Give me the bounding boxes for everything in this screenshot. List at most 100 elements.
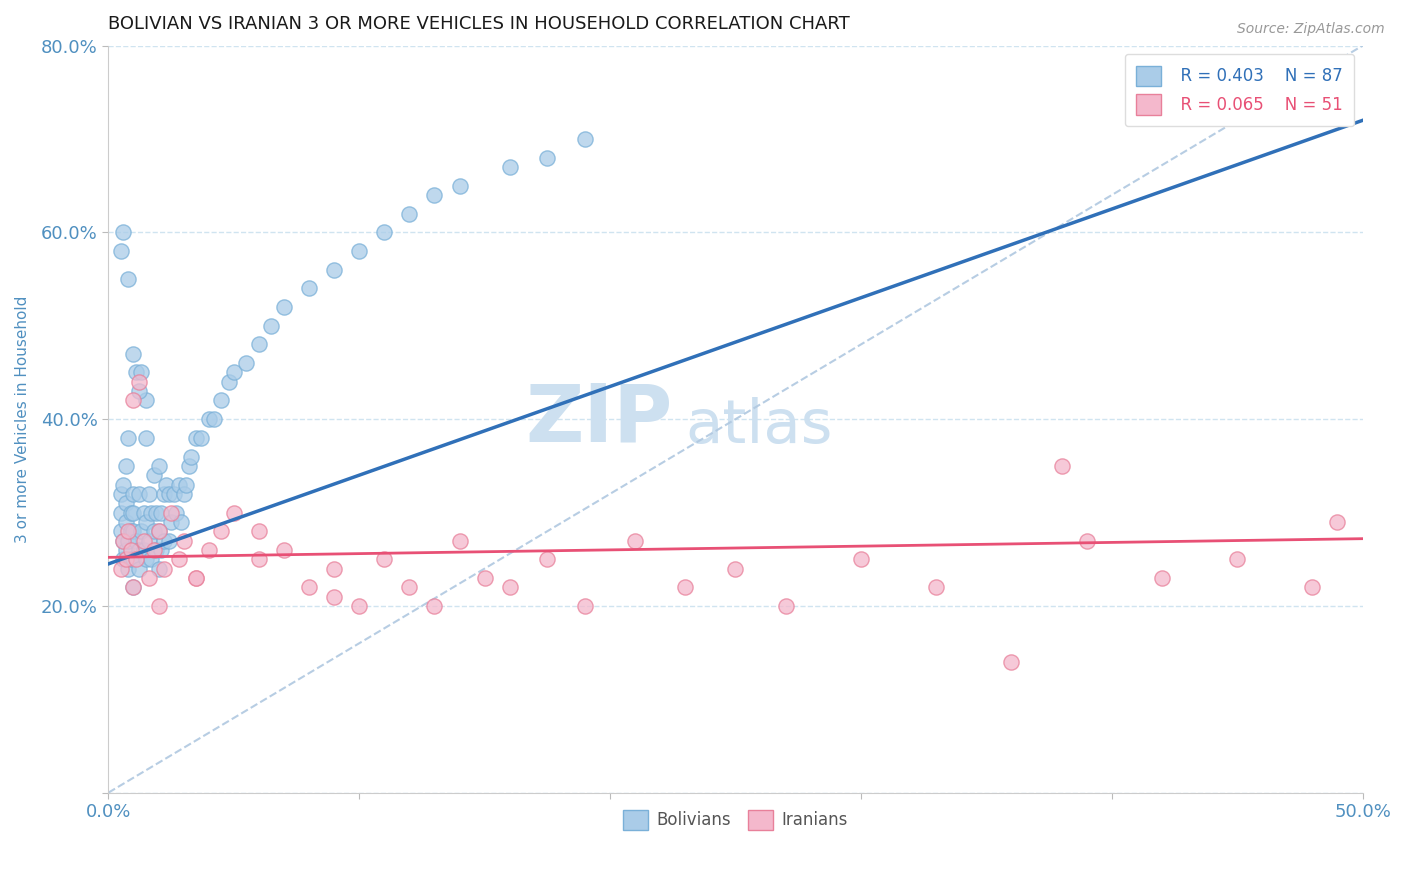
Point: [1150, 571, 1173, 585]
Point: [209, 393, 232, 408]
Point: [673, 580, 696, 594]
Point: [298, 580, 321, 594]
Point: [155, 477, 177, 491]
Point: [139, 552, 162, 566]
Point: [1076, 533, 1098, 548]
Point: [148, 524, 170, 539]
Point: [160, 515, 183, 529]
Point: [117, 533, 139, 548]
Text: BOLIVIAN VS IRANIAN 3 OR MORE VEHICLES IN HOUSEHOLD CORRELATION CHART: BOLIVIAN VS IRANIAN 3 OR MORE VEHICLES I…: [108, 15, 851, 33]
Point: [138, 571, 160, 585]
Point: [150, 542, 173, 557]
Point: [142, 468, 165, 483]
Point: [115, 542, 138, 557]
Point: [197, 412, 219, 426]
Point: [132, 542, 155, 557]
Point: [273, 300, 295, 314]
Point: [132, 533, 155, 548]
Point: [186, 571, 208, 585]
Point: [373, 552, 395, 566]
Point: [125, 552, 148, 566]
Point: [173, 487, 195, 501]
Point: [112, 477, 135, 491]
Y-axis label: 3 or more Vehicles in Household: 3 or more Vehicles in Household: [15, 295, 30, 543]
Point: [120, 552, 142, 566]
Point: [1326, 515, 1348, 529]
Point: [273, 542, 295, 557]
Point: [157, 533, 180, 548]
Point: [186, 571, 208, 585]
Point: [398, 580, 420, 594]
Point: [247, 337, 270, 351]
Point: [132, 506, 155, 520]
Point: [174, 477, 197, 491]
Point: [152, 487, 174, 501]
Point: [925, 580, 948, 594]
Point: [849, 552, 872, 566]
Point: [160, 506, 183, 520]
Point: [115, 515, 138, 529]
Text: atlas: atlas: [685, 397, 832, 456]
Point: [449, 178, 471, 193]
Point: [167, 477, 190, 491]
Point: [110, 561, 132, 575]
Point: [474, 571, 496, 585]
Point: [135, 515, 157, 529]
Point: [115, 496, 138, 510]
Point: [165, 506, 187, 520]
Point: [152, 533, 174, 548]
Point: [139, 506, 162, 520]
Point: [235, 356, 257, 370]
Point: [145, 506, 167, 520]
Point: [117, 561, 139, 575]
Point: [1050, 458, 1073, 473]
Text: ZIP: ZIP: [526, 380, 673, 458]
Point: [423, 599, 446, 613]
Point: [247, 524, 270, 539]
Point: [138, 533, 160, 548]
Point: [117, 524, 139, 539]
Point: [120, 542, 142, 557]
Point: [724, 561, 747, 575]
Point: [190, 431, 212, 445]
Point: [180, 450, 202, 464]
Point: [122, 487, 145, 501]
Point: [173, 533, 195, 548]
Point: [128, 384, 150, 399]
Point: [122, 393, 145, 408]
Point: [222, 366, 245, 380]
Point: [128, 542, 150, 557]
Point: [247, 552, 270, 566]
Point: [122, 506, 145, 520]
Point: [157, 487, 180, 501]
Point: [115, 552, 138, 566]
Point: [138, 487, 160, 501]
Text: Source: ZipAtlas.com: Source: ZipAtlas.com: [1237, 22, 1385, 37]
Point: [115, 458, 138, 473]
Point: [1000, 655, 1022, 669]
Point: [122, 347, 145, 361]
Point: [110, 524, 132, 539]
Point: [142, 524, 165, 539]
Point: [222, 506, 245, 520]
Point: [323, 590, 346, 604]
Point: [574, 599, 596, 613]
Point: [110, 244, 132, 258]
Point: [162, 487, 184, 501]
Point: [398, 207, 420, 221]
Point: [536, 552, 558, 566]
Point: [148, 458, 170, 473]
Point: [197, 542, 219, 557]
Point: [499, 160, 522, 174]
Point: [152, 561, 174, 575]
Point: [423, 188, 446, 202]
Point: [129, 366, 152, 380]
Point: [373, 226, 395, 240]
Point: [574, 132, 596, 146]
Point: [186, 431, 208, 445]
Point: [135, 431, 157, 445]
Point: [150, 506, 173, 520]
Point: [449, 533, 471, 548]
Point: [135, 393, 157, 408]
Point: [117, 431, 139, 445]
